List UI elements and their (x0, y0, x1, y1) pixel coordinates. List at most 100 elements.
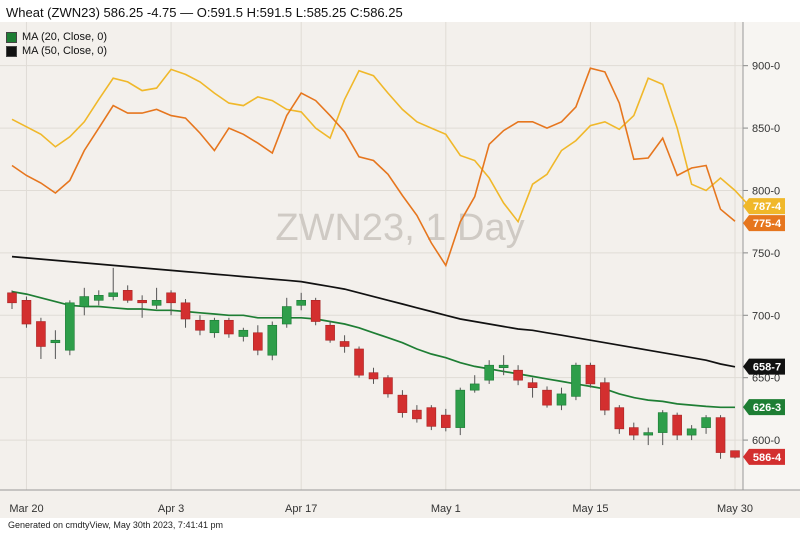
candle-body (195, 319, 205, 331)
candle-body (484, 364, 494, 381)
price-label-text: 775-4 (753, 218, 782, 230)
ma50-line (11, 255, 736, 368)
candle (93, 290, 104, 306)
candle (397, 390, 408, 418)
price-label-last: 586-4 (743, 448, 785, 465)
candle (7, 290, 17, 310)
candle (455, 387, 466, 436)
candle (310, 297, 321, 326)
candle-body (686, 428, 697, 436)
candle-body (571, 364, 581, 397)
price-label-box (743, 448, 785, 465)
candle (281, 297, 292, 328)
candle (412, 405, 422, 423)
candle (686, 425, 697, 441)
candle (151, 287, 162, 310)
candle-body (93, 295, 104, 301)
y-tick-label: 900-0 (752, 61, 780, 73)
candle-body (224, 319, 234, 335)
chart-title: Wheat (ZWN23) 586.25 -4.75 — O:591.5 H:5… (6, 5, 403, 20)
candle-body (412, 409, 422, 420)
candle (267, 321, 278, 361)
candle (108, 267, 119, 301)
candle-body (657, 412, 668, 433)
candle (209, 317, 220, 338)
candle-body (455, 389, 466, 428)
legend-item-ma50[interactable]: MA (50, Close, 0) (6, 44, 107, 58)
candle (600, 377, 610, 416)
candle (79, 287, 90, 316)
price-label-upper: 787-4 (743, 198, 785, 215)
x-tick-label: Apr 17 (285, 503, 317, 515)
candle (21, 296, 32, 328)
candle-body (441, 414, 451, 428)
candle-body (469, 383, 480, 391)
legend-item-ma20[interactable]: MA (20, Close, 0) (6, 30, 107, 44)
candle-body (21, 300, 32, 325)
candle (383, 375, 393, 398)
candle-body (672, 414, 682, 436)
candle-body (310, 300, 321, 322)
candle (325, 321, 335, 343)
price-label-box (743, 358, 785, 375)
y-tick-label: 750-0 (752, 248, 780, 260)
candle-body (426, 407, 437, 427)
candle-body (151, 300, 162, 306)
candle (498, 355, 509, 376)
candle (426, 405, 437, 431)
candle (354, 346, 364, 378)
candle-body (122, 290, 133, 301)
y-tick-label: 650-0 (752, 373, 780, 385)
y-tick-label: 700-0 (752, 310, 780, 322)
price-label-text: 658-7 (753, 362, 781, 374)
candle (556, 387, 567, 411)
candle (527, 377, 538, 398)
candle (137, 295, 147, 318)
candle-body (643, 432, 654, 436)
candle (657, 410, 668, 446)
candle (253, 325, 263, 356)
x-tick-label: Mar 20 (9, 503, 43, 515)
candle-body (715, 417, 726, 453)
candle (166, 290, 176, 316)
candle (643, 427, 654, 446)
candle (195, 315, 205, 336)
price-label-ma50: 658-7 (743, 358, 785, 375)
legend-swatch-ma20 (6, 31, 17, 43)
x-tick-label: May 1 (431, 503, 461, 515)
candle-body (527, 382, 538, 388)
plot-area (0, 22, 743, 490)
candle-body (383, 377, 393, 395)
candle (50, 330, 61, 359)
candle (513, 365, 523, 386)
candle (224, 317, 234, 338)
candle (628, 422, 639, 441)
price-label-lower: 775-4 (743, 215, 785, 232)
candle-body (498, 364, 509, 368)
chart-watermark: ZWN23, 1 Day (275, 207, 524, 249)
candle (542, 386, 552, 408)
legend-swatch-ma50 (6, 45, 17, 57)
candle-body (36, 321, 46, 347)
candle (122, 285, 133, 303)
candle-body (556, 393, 567, 406)
price-label-ma20: 626-3 (743, 399, 785, 416)
candle (65, 300, 75, 356)
candle-body (79, 296, 90, 307)
ma20-line (11, 290, 735, 409)
candle-body (354, 348, 364, 376)
candle (296, 292, 306, 311)
candle (180, 299, 191, 328)
candle-body (65, 302, 75, 351)
legend: MA (20, Close, 0) MA (50, Close, 0) (6, 30, 107, 58)
candle (441, 408, 451, 432)
time-axis-band (0, 490, 800, 518)
candle-body (339, 341, 350, 347)
candle-body (7, 292, 17, 304)
price-label-text: 586-4 (753, 452, 782, 464)
price-label-box (743, 198, 785, 215)
candle-body (137, 300, 147, 304)
candle (701, 415, 711, 434)
